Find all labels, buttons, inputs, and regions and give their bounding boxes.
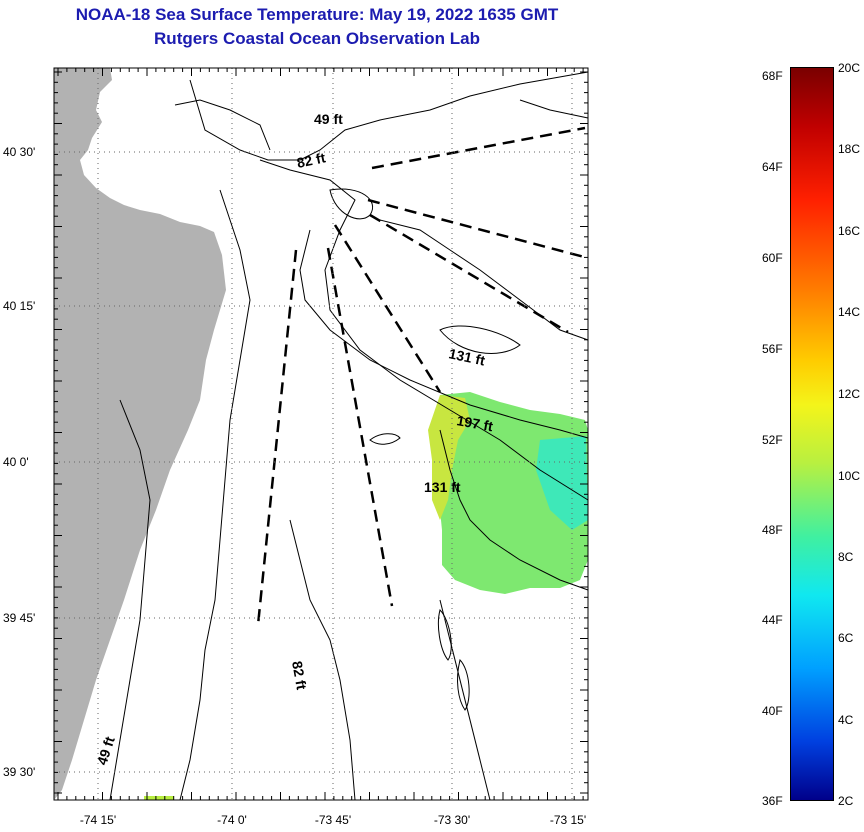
depth-labels: 49 ft 82 ft 131 ft 197 ft 131 ft 82 ft 4… <box>94 111 495 767</box>
sst-small-patch <box>144 796 174 800</box>
colorbar-label-f: 48F <box>762 523 783 537</box>
lon-label: -74 15' <box>80 813 116 827</box>
depth-label-131ft-south: 131 ft <box>424 479 461 495</box>
map-frame <box>53 67 589 801</box>
colorbar-label-f: 64F <box>762 160 783 174</box>
longitude-labels: -74 15' -74 0' -73 45' -73 30' -73 15' <box>80 813 586 827</box>
colorbar-label-c: 2C <box>838 794 854 808</box>
map-title: NOAA-18 Sea Surface Temperature: May 19,… <box>75 5 559 24</box>
lon-label: -73 45' <box>315 813 351 827</box>
colorbar-label-f: 60F <box>762 251 783 265</box>
lat-label: 40 15' <box>3 299 35 313</box>
colorbar-label-c: 14C <box>838 305 861 319</box>
colorbar-label-f: 44F <box>762 613 783 627</box>
lon-label: -73 15' <box>550 813 586 827</box>
lat-label: 39 45' <box>3 611 35 625</box>
colorbar-label-c: 4C <box>838 713 854 727</box>
map-grid <box>54 68 588 800</box>
colorbar-label-f: 68F <box>762 69 783 83</box>
colorbar-label-f: 52F <box>762 433 783 447</box>
latitude-labels: 40 30' 40 15' 40 0' 39 45' 39 30' <box>3 145 35 779</box>
colorbar-label-f: 40F <box>762 704 783 718</box>
lon-label: -73 30' <box>434 813 470 827</box>
depth-label-49ft-north: 49 ft <box>314 111 343 127</box>
depth-label-82ft-north: 82 ft <box>295 149 327 171</box>
dashed-routes <box>256 126 589 626</box>
frame-ticks <box>54 68 588 800</box>
lat-label: 40 0' <box>3 455 29 469</box>
land-mass <box>54 68 226 800</box>
lat-label: 40 30' <box>3 145 35 159</box>
colorbar-label-c: 16C <box>838 224 861 238</box>
colorbar-label-f: 56F <box>762 342 783 356</box>
sst-warm-edge <box>428 395 470 520</box>
colorbar-label-c: 18C <box>838 142 861 156</box>
colorbar <box>790 67 834 801</box>
depth-label-82ft-south: 82 ft <box>289 660 310 691</box>
depth-label-131ft-east: 131 ft <box>447 345 486 368</box>
depth-label-197ft: 197 ft <box>455 412 494 434</box>
lon-label: -74 0' <box>217 813 247 827</box>
colorbar-label-c: 20C <box>838 61 861 75</box>
colorbar-label-c: 10C <box>838 469 861 483</box>
sst-cool-core <box>536 436 588 530</box>
lat-label: 39 30' <box>3 765 35 779</box>
depth-contours <box>109 71 589 801</box>
map-subtitle: Rutgers Coastal Ocean Observation Lab <box>154 29 480 48</box>
colorbar-label-f: 36F <box>762 794 783 808</box>
colorbar-label-c: 8C <box>838 550 854 564</box>
colorbar-label-c: 12C <box>838 387 861 401</box>
colorbar-label-c: 6C <box>838 631 854 645</box>
